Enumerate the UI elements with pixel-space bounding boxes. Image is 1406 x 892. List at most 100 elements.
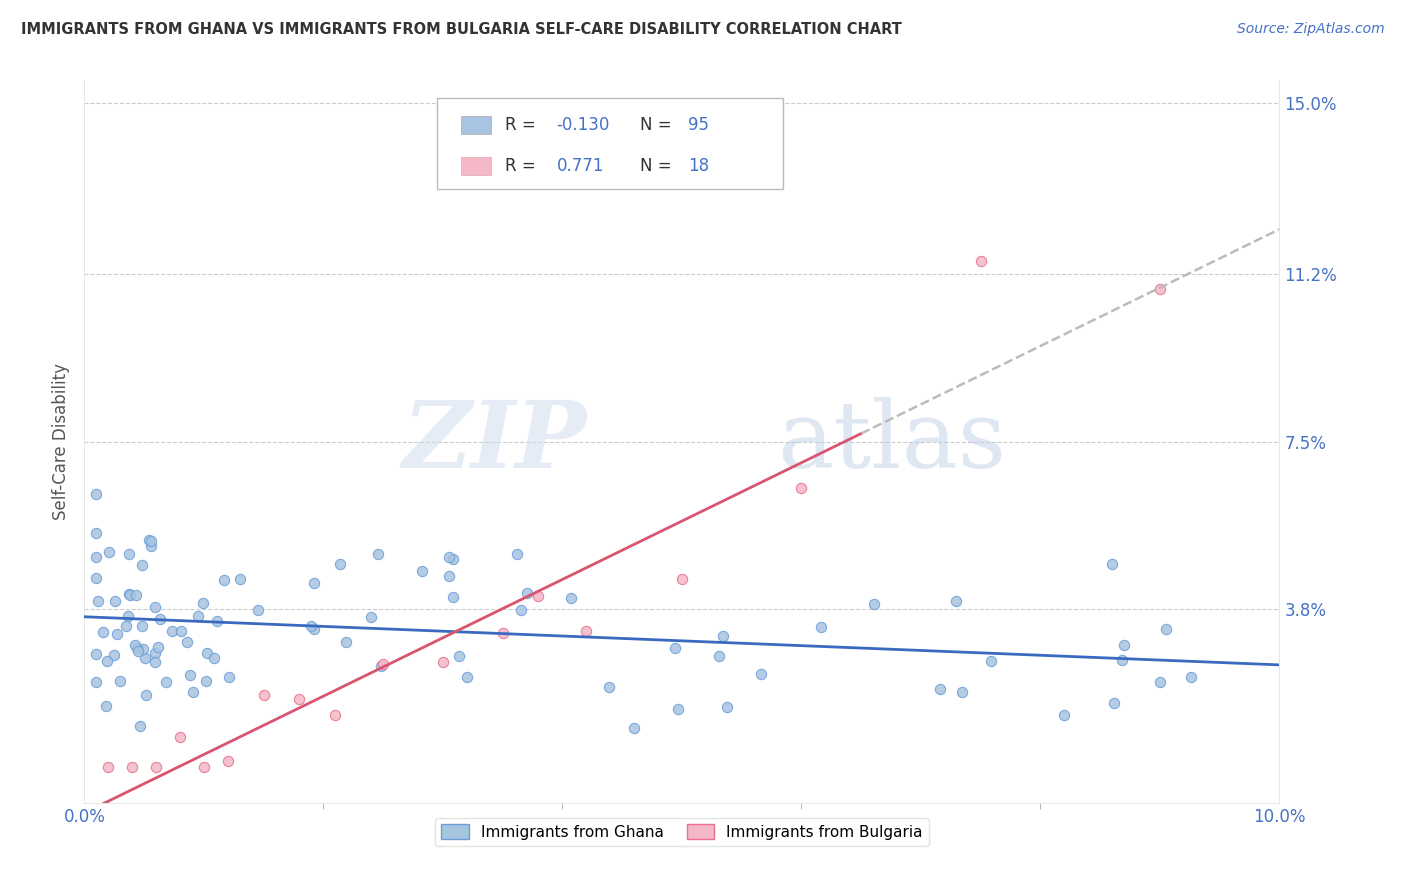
Point: [86, 487, 108, 501]
Point: [950, 684, 973, 698]
Point: [86, 550, 108, 565]
Point: [143, 646, 166, 660]
Point: [441, 590, 464, 604]
FancyBboxPatch shape: [461, 157, 491, 176]
Point: [623, 721, 645, 735]
Point: [103, 648, 125, 663]
Point: [128, 718, 150, 732]
Point: [214, 574, 236, 588]
Point: [970, 253, 993, 268]
Point: [124, 638, 146, 652]
Point: [716, 700, 738, 714]
FancyBboxPatch shape: [461, 116, 491, 134]
Point: [299, 619, 322, 633]
Point: [439, 550, 461, 565]
Point: [980, 654, 1002, 668]
Point: [1154, 623, 1177, 637]
Point: [97, 760, 120, 774]
Text: 0.771: 0.771: [557, 157, 603, 176]
Text: 95: 95: [688, 116, 709, 134]
Point: [506, 548, 529, 562]
Point: [93, 625, 115, 640]
Point: [134, 650, 156, 665]
Point: [139, 534, 162, 549]
Point: [441, 551, 464, 566]
Point: [86, 647, 108, 661]
Point: [145, 655, 167, 669]
Text: 18: 18: [688, 157, 709, 176]
Point: [96, 698, 118, 713]
Point: [120, 588, 142, 602]
Point: [373, 657, 395, 671]
Y-axis label: Self-Care Disability: Self-Care Disability: [52, 363, 70, 520]
Point: [121, 760, 143, 774]
Point: [929, 681, 952, 696]
Point: [98, 544, 121, 558]
Point: [492, 625, 515, 640]
Text: N =: N =: [640, 157, 676, 176]
Point: [749, 666, 772, 681]
Point: [87, 594, 110, 608]
Point: [194, 673, 217, 688]
Point: [132, 642, 155, 657]
Point: [302, 623, 325, 637]
Point: [124, 588, 146, 602]
Point: [329, 557, 352, 571]
Point: [115, 619, 138, 633]
Text: -0.130: -0.130: [557, 116, 610, 134]
Point: [187, 609, 209, 624]
Legend: Immigrants from Ghana, Immigrants from Bulgaria: Immigrants from Ghana, Immigrants from B…: [434, 818, 929, 846]
Point: [217, 754, 239, 768]
Point: [945, 594, 967, 608]
Point: [560, 591, 582, 605]
Point: [181, 685, 204, 699]
Point: [711, 629, 734, 643]
Point: [148, 640, 170, 654]
Point: [370, 658, 392, 673]
Point: [598, 680, 620, 694]
Point: [202, 651, 225, 665]
Point: [671, 572, 693, 586]
Point: [1149, 674, 1171, 689]
Point: [96, 654, 118, 668]
Point: [1149, 281, 1171, 295]
Point: [118, 587, 141, 601]
Text: R =: R =: [505, 157, 547, 176]
Point: [86, 674, 108, 689]
Point: [863, 597, 886, 611]
Point: [191, 596, 214, 610]
Point: [86, 571, 108, 585]
Point: [139, 539, 162, 553]
Text: Source: ZipAtlas.com: Source: ZipAtlas.com: [1237, 22, 1385, 37]
Point: [449, 648, 471, 663]
Point: [169, 624, 191, 639]
Point: [131, 619, 153, 633]
Point: [411, 564, 433, 578]
Point: [432, 655, 454, 669]
Point: [229, 572, 252, 586]
Point: [155, 675, 177, 690]
Point: [205, 615, 228, 629]
Point: [1114, 638, 1136, 652]
Point: [367, 547, 389, 561]
Point: [193, 760, 215, 774]
Point: [143, 599, 166, 614]
Point: [195, 646, 218, 660]
Point: [707, 649, 730, 664]
Text: ZIP: ZIP: [402, 397, 586, 486]
Point: [1101, 557, 1123, 571]
Point: [86, 525, 108, 540]
Point: [131, 558, 153, 573]
Point: [176, 634, 198, 648]
Point: [510, 603, 533, 617]
Point: [179, 668, 201, 682]
Text: IMMIGRANTS FROM GHANA VS IMMIGRANTS FROM BULGARIA SELF-CARE DISABILITY CORRELATI: IMMIGRANTS FROM GHANA VS IMMIGRANTS FROM…: [21, 22, 903, 37]
Point: [138, 533, 160, 547]
Point: [149, 612, 172, 626]
Point: [218, 671, 240, 685]
Point: [527, 589, 550, 603]
Point: [117, 547, 139, 561]
Point: [790, 482, 813, 496]
Point: [335, 634, 357, 648]
Point: [437, 569, 460, 583]
